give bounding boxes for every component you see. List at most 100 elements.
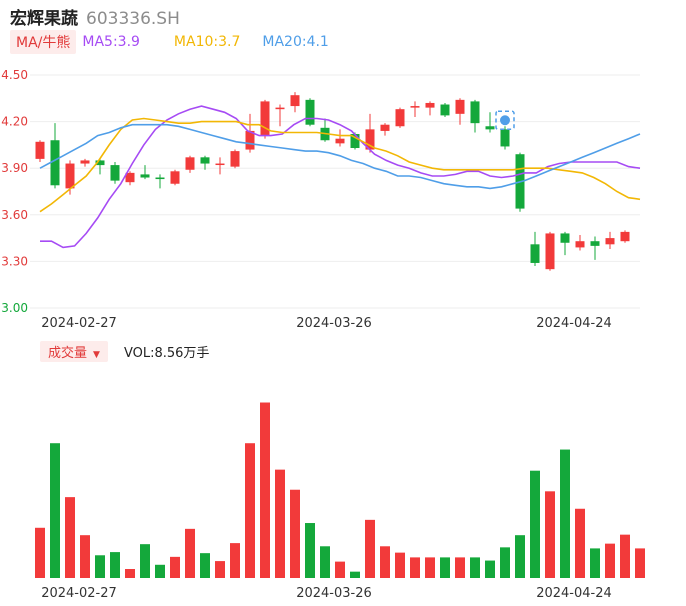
volume-bar	[425, 557, 435, 578]
candle-body	[80, 160, 90, 164]
candle-body	[305, 99, 315, 125]
volume-bar	[635, 548, 645, 578]
candle-body	[425, 102, 435, 108]
price-tick-label: 3.30	[1, 254, 28, 268]
candle-body	[365, 129, 375, 150]
ma20-legend: MA20:4.1	[262, 34, 329, 50]
volume-bar	[590, 548, 600, 578]
volume-bar	[185, 528, 195, 578]
candle-body	[530, 244, 540, 263]
candle-body	[35, 141, 45, 159]
candle-body	[590, 241, 600, 246]
volume-bar	[50, 443, 60, 578]
volume-bar	[65, 497, 75, 578]
candle-body	[260, 101, 270, 136]
ma-legend: MA/牛熊 MA5:3.9 MA10:3.7 MA20:4.1	[10, 30, 329, 54]
dropdown-caret-icon: ▼	[93, 349, 100, 360]
volume-bar	[605, 543, 615, 578]
volume-bar	[545, 491, 555, 578]
candle-body	[110, 165, 120, 181]
volume-bar	[500, 547, 510, 578]
volume-bar	[260, 402, 270, 578]
ma-indicator-selector[interactable]: MA/牛熊	[10, 30, 77, 54]
candle-body	[95, 160, 105, 166]
moving-average-lines	[39, 105, 641, 249]
candle-body	[170, 171, 180, 184]
candlestick-series	[35, 92, 630, 271]
candle-body	[470, 101, 480, 124]
ma20-line	[39, 123, 641, 190]
price-tick-label: 3.00	[1, 301, 28, 315]
volume-bar	[620, 534, 630, 578]
ma5-line	[40, 105, 641, 249]
candle-body	[395, 109, 405, 127]
volume-bar	[125, 569, 135, 578]
date-axis-price: 2024-02-27 2024-03-26 2024-04-24	[41, 316, 612, 331]
stock-name: 宏辉果蔬	[10, 9, 78, 29]
candle-body	[125, 172, 135, 183]
price-tick-label: 4.50	[1, 68, 28, 82]
date-tick-label: 2024-03-26	[296, 316, 372, 331]
volume-bar-series	[35, 402, 645, 578]
candle-body	[410, 106, 420, 108]
volume-bar	[275, 469, 285, 578]
volume-indicator-selector[interactable]: 成交量 ▼	[40, 340, 108, 362]
event-marker-frame	[495, 110, 515, 131]
event-marker-icon	[500, 115, 510, 126]
date-tick-label: 2024-03-26	[296, 586, 372, 601]
candle-body	[200, 157, 210, 164]
volume-bar	[485, 560, 495, 578]
candle-body	[215, 163, 225, 166]
candle-body	[245, 130, 255, 150]
event-marker[interactable]	[495, 110, 515, 131]
candle-body	[350, 134, 360, 149]
candle-body	[560, 233, 570, 243]
volume-bar	[575, 508, 585, 578]
candle-body	[545, 233, 555, 270]
candle-body	[230, 151, 240, 167]
volume-bar	[80, 535, 90, 578]
volume-bar	[395, 552, 405, 578]
volume-bar	[200, 553, 210, 578]
candle-body	[50, 140, 60, 186]
candle-body	[290, 95, 300, 107]
candle-body	[500, 129, 510, 147]
volume-bar	[440, 557, 450, 578]
volume-bar	[110, 552, 120, 578]
date-tick-label: 2024-02-27	[41, 316, 117, 331]
stock-code: 603336.SH	[86, 9, 180, 29]
date-tick-label: 2024-04-24	[536, 316, 612, 331]
stock-header: 宏辉果蔬 603336.SH	[10, 4, 180, 29]
volume-bar	[230, 543, 240, 578]
ma5-legend: MA5:3.9	[82, 34, 140, 50]
candle-body	[155, 177, 165, 180]
candle-body	[380, 124, 390, 131]
volume-bar	[380, 546, 390, 578]
volume-bar	[515, 535, 525, 578]
candle-body	[140, 174, 150, 178]
candle-body	[485, 126, 495, 130]
price-tick-label: 3.90	[1, 161, 28, 175]
volume-bar	[455, 557, 465, 578]
candle-body	[620, 231, 630, 242]
price-tick-label: 3.60	[1, 208, 28, 222]
candle-body	[575, 241, 585, 248]
volume-bar	[470, 557, 480, 578]
volume-bar	[215, 561, 225, 578]
volume-value: VOL:8.56万手	[123, 345, 210, 361]
volume-indicator-label: 成交量	[48, 345, 88, 361]
volume-bar	[365, 519, 375, 578]
volume-bar	[155, 564, 165, 578]
volume-legend: 成交量 ▼ VOL:8.56万手	[40, 340, 210, 362]
date-tick-label: 2024-04-24	[536, 586, 612, 601]
candle-body	[185, 157, 195, 170]
candle-body	[335, 138, 345, 144]
ma10-line	[39, 117, 641, 213]
ma10-legend: MA10:3.7	[173, 34, 241, 50]
volume-bar	[560, 449, 570, 578]
volume-bar	[140, 544, 150, 578]
volume-bar	[35, 527, 45, 578]
price-tick-label: 4.20	[1, 115, 28, 129]
price-axis: 4.50 4.20 3.90 3.60 3.30 3.00	[1, 68, 28, 315]
